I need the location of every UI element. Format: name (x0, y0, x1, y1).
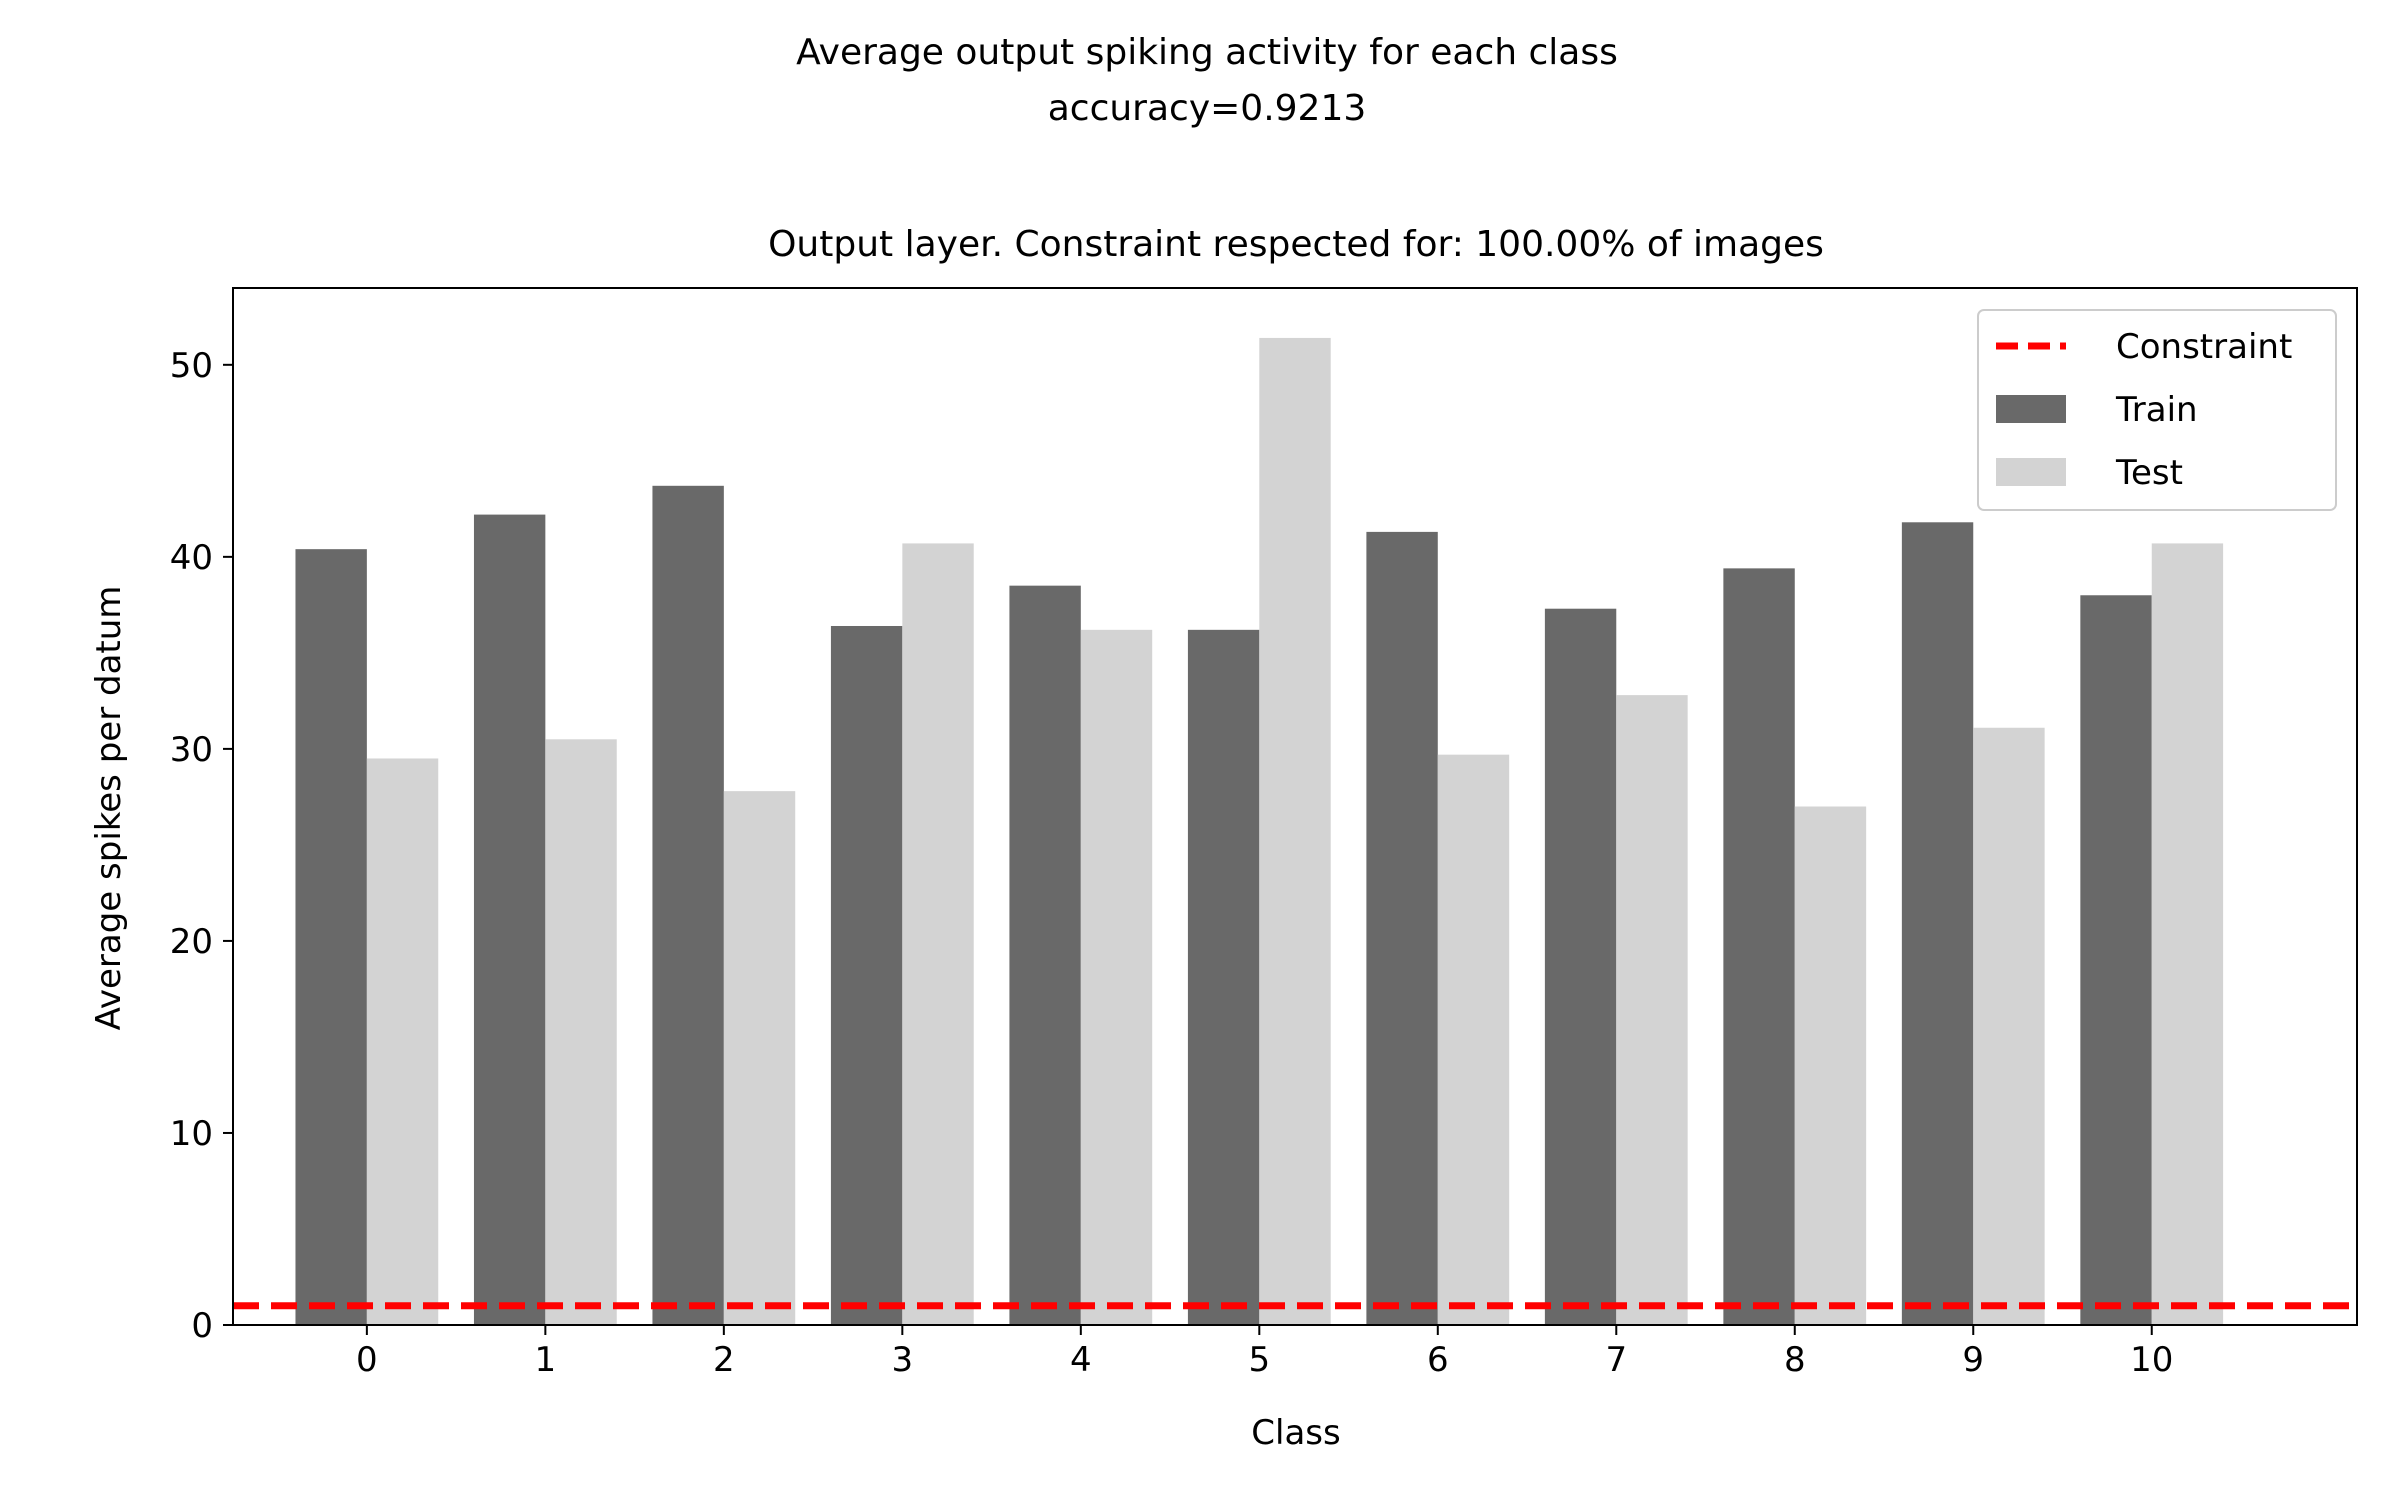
y-tick-label: 0 (191, 1306, 213, 1346)
legend-swatch-test (1996, 458, 2066, 486)
x-tick-label: 10 (2130, 1340, 2173, 1380)
x-tick-label: 1 (535, 1340, 557, 1380)
bars-layer (295, 337, 2224, 1325)
x-tick-label: 5 (1248, 1340, 1270, 1380)
legend-frame (1977, 309, 2337, 511)
y-tick-label: 10 (170, 1114, 213, 1154)
bar-test-class-9 (1973, 727, 2045, 1325)
x-tick-label: 8 (1784, 1340, 1806, 1380)
bar-test-class-10 (2151, 543, 2224, 1325)
bar-train-class-1 (473, 514, 546, 1325)
legend-swatch-train (1996, 395, 2066, 423)
bar-train-class-3 (830, 625, 903, 1325)
x-tick-label: 2 (713, 1340, 735, 1380)
x-axis-label: Class (1251, 1413, 1340, 1453)
plot-frame (232, 287, 2358, 1326)
bar-test-class-1 (545, 739, 617, 1325)
y-tick-label: 30 (170, 730, 213, 770)
bar-train-class-2 (652, 485, 724, 1325)
legend-label-constraint: Constraint (2116, 327, 2292, 367)
bar-test-class-6 (1437, 754, 1510, 1325)
figure-accuracy: accuracy=0.9213 (1048, 88, 1367, 129)
bar-train-class-4 (1009, 585, 1081, 1325)
bar-test-class-4 (1080, 629, 1153, 1325)
bar-test-class-5 (1259, 337, 1331, 1325)
legend-label-train: Train (2115, 390, 2198, 430)
legend-label-test: Test (2115, 453, 2183, 493)
x-tick-label: 6 (1427, 1340, 1449, 1380)
x-tick-label: 7 (1605, 1340, 1627, 1380)
y-tick-label: 40 (170, 538, 213, 578)
x-tick-label: 4 (1070, 1340, 1092, 1380)
x-tick-label: 3 (892, 1340, 914, 1380)
bar-test-class-3 (902, 543, 974, 1325)
bar-train-class-10 (2080, 595, 2152, 1325)
x-tick-label: 9 (1962, 1340, 1984, 1380)
bar-train-class-9 (1901, 522, 1974, 1325)
bar-train-class-0 (295, 549, 367, 1325)
bar-train-class-8 (1723, 568, 1795, 1325)
axes-layer (232, 287, 2358, 1326)
bar-test-class-7 (1616, 695, 1688, 1325)
bar-train-class-5 (1187, 629, 1260, 1325)
bar-test-class-2 (723, 791, 796, 1325)
x-tick-label: 0 (356, 1340, 378, 1380)
ticks-layer: 0 1 2 3 4 5 6 7 8 9 10 0 10 20 30 40 50 (170, 346, 2174, 1380)
bar-test-class-8 (1794, 806, 1867, 1325)
y-tick-label: 50 (170, 346, 213, 386)
bar-train-class-7 (1544, 608, 1617, 1325)
chart-title: Output layer. Constraint respected for: … (768, 224, 1824, 265)
figure-suptitle: Average output spiking activity for each… (796, 32, 1618, 73)
bar-train-class-6 (1366, 531, 1438, 1325)
y-tick-label: 20 (170, 922, 213, 962)
bar-test-class-0 (366, 758, 439, 1325)
y-axis-label: Average spikes per datum (89, 586, 129, 1031)
legend: Constraint Train Test (1977, 309, 2337, 511)
